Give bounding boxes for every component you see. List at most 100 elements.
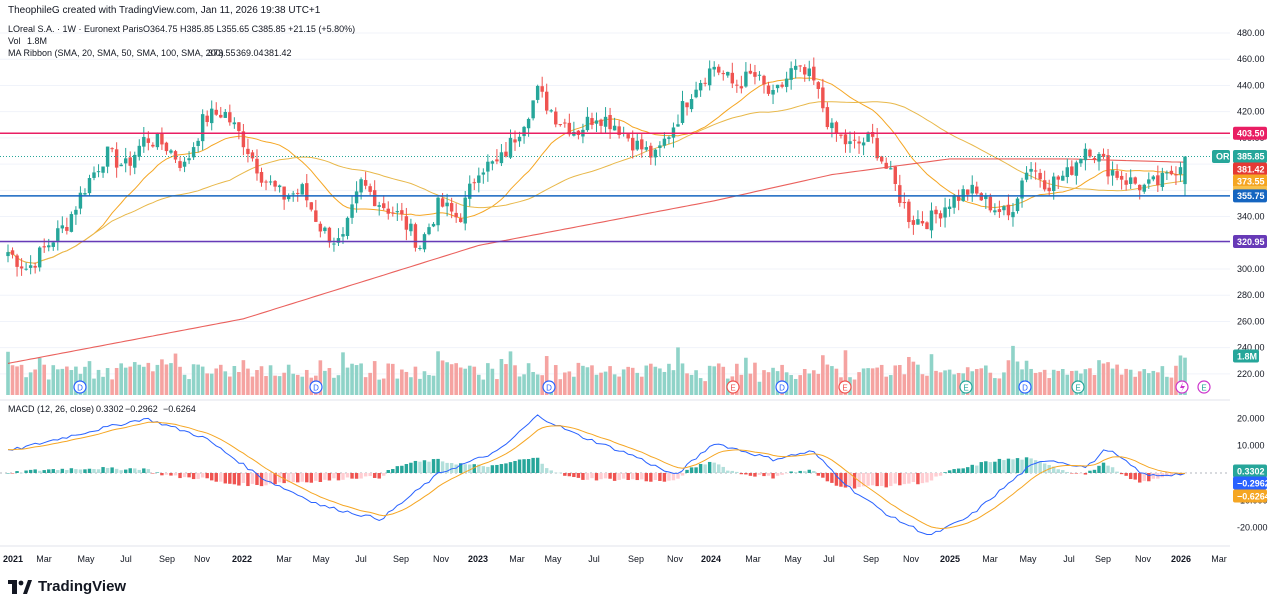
candle-body (649, 145, 653, 158)
candle-body (468, 183, 472, 199)
macd-histogram-bar (585, 473, 590, 480)
lightning-glyph (1180, 382, 1185, 392)
candle-body (486, 161, 490, 172)
time-axis[interactable]: 2021 Mar May Jul Sep Nov 2022 Mar May Jul Sep Nov 20… (3, 554, 1227, 564)
volume-bar (1029, 368, 1033, 395)
macd-histogram-bar (119, 470, 123, 473)
volume-bar (123, 367, 128, 395)
candle-body (42, 246, 46, 248)
macd-histogram-bar (123, 469, 128, 473)
candlesticks[interactable] (6, 57, 1187, 277)
volume-bar (1024, 360, 1029, 395)
event-marker-dividend (73, 380, 87, 394)
candle-body (87, 178, 92, 194)
macd-histogram-bar (603, 473, 608, 479)
close-badge: 385.85 (1237, 152, 1265, 162)
candle-body (1015, 198, 1020, 212)
candle-body (585, 116, 590, 131)
candle-body (884, 162, 888, 169)
volume-bar (698, 378, 703, 395)
macd-histogram-bar (1106, 465, 1110, 473)
candle-body (1097, 153, 1101, 162)
volume-bar (1119, 374, 1124, 395)
volume-bar (33, 369, 37, 395)
candle-body (259, 172, 264, 183)
candle-body (1033, 170, 1038, 172)
macd-legend-label[interactable]: MACD (12, 26, close) (8, 404, 94, 414)
candle-body (784, 78, 789, 87)
volume-bar (916, 364, 920, 395)
volume-bar (766, 372, 771, 395)
macd-histogram-bar (866, 473, 870, 486)
candle-body (463, 197, 467, 224)
volume-bar (581, 365, 585, 395)
volume-bar (223, 371, 228, 395)
macd-histogram-bar (1061, 470, 1065, 473)
time-tick-label: May (544, 554, 562, 564)
macd-histogram-bar (698, 463, 703, 473)
time-tick-label: Sep (863, 554, 879, 564)
volume-bar (155, 364, 160, 395)
candle-body (268, 181, 273, 183)
macd-histogram-bar (264, 473, 268, 486)
candle-body (1147, 179, 1151, 184)
candle-body (658, 145, 662, 148)
volume-bar (911, 361, 916, 395)
volume-bar (843, 350, 848, 395)
candle-body (409, 223, 413, 232)
candle-body (15, 255, 19, 267)
macd-histogram-bar (449, 462, 454, 473)
time-tick-label: Nov (667, 554, 684, 564)
event-marker-label: E (1075, 384, 1080, 393)
macd-histogram-bar (861, 473, 866, 487)
candle-body (893, 166, 897, 184)
time-tick-label: Sep (1095, 554, 1111, 564)
legend-ma50-value: 369.04 (236, 48, 264, 58)
volume-bar (300, 376, 305, 395)
volume-bar (191, 364, 196, 395)
support-badge: 355.75 (1237, 191, 1265, 201)
macd-histogram-bar (1110, 467, 1115, 473)
volume-bar (164, 364, 169, 395)
volume-bar (200, 366, 205, 395)
macd-histogram-bar (554, 472, 558, 474)
candle-body (436, 197, 440, 226)
candle-body (975, 186, 979, 194)
volume-bar (332, 377, 336, 395)
candle-body (1101, 153, 1106, 157)
author-credit: TheophileG created with TradingView.com,… (8, 5, 321, 16)
candle-body (712, 66, 716, 70)
volume-bar (273, 375, 277, 395)
macd-histogram-bar (739, 473, 744, 475)
macd-histogram-bar (101, 467, 105, 473)
volume-bar (870, 368, 875, 395)
macd-histogram-bar (182, 473, 187, 478)
price-tick-label: 420.00 (1237, 107, 1265, 117)
candle-body (205, 115, 209, 123)
volume-bar (821, 355, 825, 395)
macd-histogram-bar (291, 473, 295, 482)
macd-histogram-bar (793, 472, 798, 473)
volume-bar (422, 371, 427, 395)
legend-ma-label[interactable]: MA Ribbon (SMA, 20, SMA, 50, SMA, 100, S… (8, 48, 224, 58)
macd-pane (0, 414, 1230, 535)
candle-body (56, 228, 60, 241)
volume-bar (658, 368, 662, 395)
macd-histogram-bar (1097, 465, 1101, 473)
legend-symbol[interactable]: LOreal S.A. · 1W · Euronext Paris (8, 24, 144, 34)
macd-histogram-bar (436, 458, 440, 473)
horizontal-levels[interactable] (0, 132, 1230, 243)
price-axis[interactable]: 480.00460.00440.00420.00400.00380.00360.… (1237, 28, 1265, 379)
tradingview-logo[interactable]: TradingView (8, 578, 126, 595)
volume-bar (218, 364, 223, 395)
macd-histogram-bar (386, 470, 390, 473)
legend-volume-label[interactable]: Vol (8, 36, 21, 46)
candle-body (793, 65, 798, 70)
volume-bar (1169, 377, 1174, 395)
candle-body (1133, 177, 1137, 184)
candle-body (726, 71, 730, 76)
signal-line (7, 421, 1185, 530)
candle-body (332, 243, 336, 245)
